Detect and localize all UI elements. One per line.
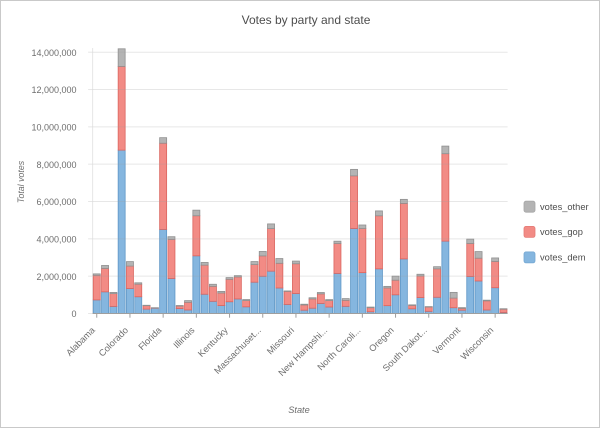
svg-text:2,000,000: 2,000,000 — [36, 272, 76, 282]
svg-text:State: State — [288, 405, 309, 415]
svg-text:10,000,000: 10,000,000 — [31, 123, 76, 133]
svg-text:Votes by party and state: Votes by party and state — [242, 13, 371, 27]
svg-text:votes_other: votes_other — [540, 202, 589, 212]
svg-text:4,000,000: 4,000,000 — [36, 235, 76, 245]
svg-text:14,000,000: 14,000,000 — [31, 48, 76, 58]
svg-text:12,000,000: 12,000,000 — [31, 85, 76, 95]
svg-text:Total votes: Total votes — [16, 160, 26, 203]
svg-text:votes_dem: votes_dem — [540, 253, 586, 263]
svg-text:6,000,000: 6,000,000 — [36, 197, 76, 207]
svg-text:0: 0 — [71, 309, 76, 319]
svg-text:votes_gop: votes_gop — [540, 227, 583, 237]
svg-text:8,000,000: 8,000,000 — [36, 160, 76, 170]
